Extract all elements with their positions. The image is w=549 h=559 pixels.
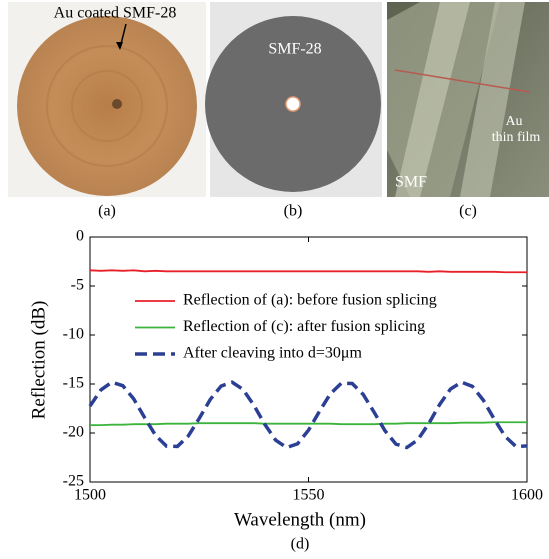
annotation: thin film	[492, 130, 541, 145]
x-tick-label: 1500	[74, 487, 106, 504]
legend-label: Reflection of (a): before fusion splicin…	[183, 292, 437, 309]
annotation: SMF-28	[268, 41, 321, 58]
data-line	[90, 422, 527, 425]
figure: Au coated SMF-28 (a) SMF-28 (b) SMF Au t…	[0, 0, 549, 559]
photo-b: SMF-28	[205, 2, 382, 197]
annotation: Au	[505, 114, 522, 129]
annotation: Au coated SMF-28	[54, 5, 177, 22]
caption: (d)	[291, 536, 310, 553]
caption: (b)	[284, 203, 303, 220]
y-axis-label: Reflection (dB)	[28, 301, 49, 420]
data-line	[90, 270, 527, 272]
x-tick-label: 1550	[293, 487, 325, 504]
y-tick-label: 0	[76, 228, 84, 245]
y-tick-label: -20	[63, 424, 84, 441]
legend-label: After cleaving into d=30μm	[183, 345, 362, 362]
y-tick-label: -10	[63, 326, 84, 343]
y-tick-label: -5	[71, 277, 84, 294]
photo-c: SMF Au thin film	[387, 2, 549, 197]
legend-label: Reflection of (c): after fusion splicing	[183, 318, 425, 335]
annotation: SMF	[395, 174, 427, 191]
y-tick-label: -15	[63, 375, 84, 392]
data-line	[90, 382, 527, 447]
x-tick-label: 1600	[511, 487, 543, 504]
x-axis-label: Wavelength (nm)	[234, 509, 366, 530]
caption: (a)	[98, 203, 116, 220]
photo-a: Au coated SMF-28	[8, 2, 206, 197]
caption: (c)	[459, 203, 477, 220]
